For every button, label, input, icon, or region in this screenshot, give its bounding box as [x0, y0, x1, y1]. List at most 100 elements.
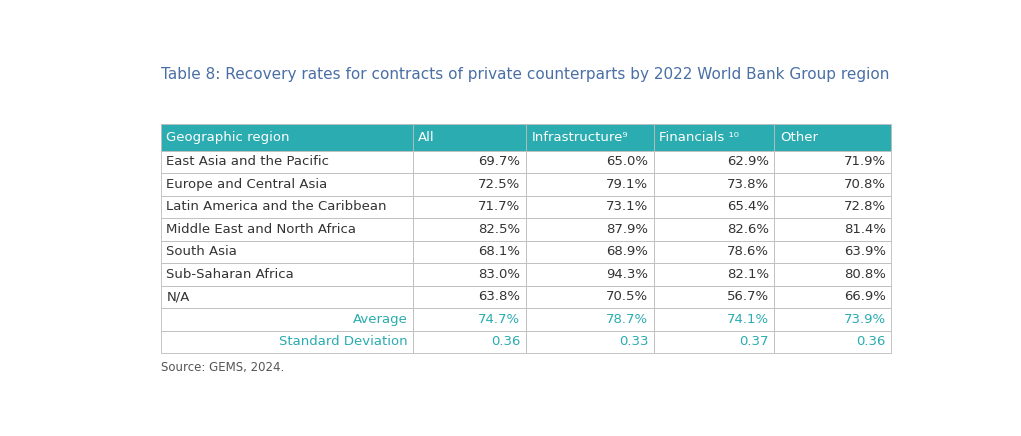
- Text: 0.33: 0.33: [619, 335, 648, 348]
- Bar: [161, 196, 412, 218]
- Bar: [653, 125, 774, 151]
- Text: 83.0%: 83.0%: [479, 268, 521, 281]
- Bar: [412, 125, 526, 151]
- Bar: [412, 308, 526, 330]
- Text: South Asia: South Asia: [166, 245, 237, 259]
- Bar: [161, 330, 412, 353]
- Text: 82.5%: 82.5%: [479, 223, 521, 236]
- Text: Table 8: Recovery rates for contracts of private counterparts by 2022 World Bank: Table 8: Recovery rates for contracts of…: [161, 67, 889, 82]
- Text: 70.5%: 70.5%: [606, 290, 648, 303]
- Text: Sub-Saharan Africa: Sub-Saharan Africa: [166, 268, 294, 281]
- Bar: [653, 241, 774, 263]
- Text: All: All: [419, 131, 435, 144]
- Bar: [161, 173, 412, 196]
- Text: 82.1%: 82.1%: [727, 268, 769, 281]
- Text: 63.9%: 63.9%: [843, 245, 885, 259]
- Text: Middle East and North Africa: Middle East and North Africa: [166, 223, 356, 236]
- Bar: [653, 218, 774, 241]
- Bar: [161, 263, 412, 286]
- Bar: [161, 308, 412, 330]
- Text: 73.8%: 73.8%: [727, 178, 769, 191]
- Text: 80.8%: 80.8%: [843, 268, 885, 281]
- Bar: [161, 286, 412, 308]
- Bar: [526, 286, 653, 308]
- Bar: [526, 263, 653, 286]
- Bar: [774, 151, 891, 173]
- Bar: [526, 218, 653, 241]
- Text: 70.8%: 70.8%: [843, 178, 885, 191]
- Bar: [653, 173, 774, 196]
- Bar: [412, 241, 526, 263]
- Bar: [774, 218, 891, 241]
- Text: 82.6%: 82.6%: [727, 223, 769, 236]
- Text: Other: Other: [780, 131, 818, 144]
- Bar: [774, 330, 891, 353]
- Text: 63.8%: 63.8%: [479, 290, 521, 303]
- Bar: [653, 330, 774, 353]
- Text: 73.1%: 73.1%: [606, 201, 648, 213]
- Bar: [161, 241, 412, 263]
- Bar: [653, 263, 774, 286]
- Text: 66.9%: 66.9%: [843, 290, 885, 303]
- Bar: [774, 241, 891, 263]
- Bar: [526, 125, 653, 151]
- Text: 72.5%: 72.5%: [478, 178, 521, 191]
- Text: 62.9%: 62.9%: [727, 155, 769, 168]
- Bar: [653, 286, 774, 308]
- Bar: [653, 308, 774, 330]
- Bar: [653, 151, 774, 173]
- Text: 56.7%: 56.7%: [727, 290, 769, 303]
- Bar: [412, 218, 526, 241]
- Text: 65.4%: 65.4%: [727, 201, 769, 213]
- Text: 0.37: 0.37: [739, 335, 769, 348]
- Text: 78.7%: 78.7%: [606, 313, 648, 326]
- Text: 72.8%: 72.8%: [843, 201, 885, 213]
- Bar: [412, 286, 526, 308]
- Text: 0.36: 0.36: [857, 335, 885, 348]
- Text: Standard Deviation: Standard Deviation: [279, 335, 407, 348]
- Bar: [412, 196, 526, 218]
- Bar: [774, 286, 891, 308]
- Text: 79.1%: 79.1%: [606, 178, 648, 191]
- Text: Latin America and the Caribbean: Latin America and the Caribbean: [166, 201, 387, 213]
- Text: 94.3%: 94.3%: [606, 268, 648, 281]
- Text: Average: Average: [352, 313, 407, 326]
- Bar: [526, 173, 653, 196]
- Text: 0.36: 0.36: [491, 335, 521, 348]
- Text: Europe and Central Asia: Europe and Central Asia: [166, 178, 328, 191]
- Bar: [161, 151, 412, 173]
- Text: N/A: N/A: [166, 290, 190, 303]
- Bar: [526, 241, 653, 263]
- Text: 74.1%: 74.1%: [727, 313, 769, 326]
- Bar: [774, 196, 891, 218]
- Text: 73.9%: 73.9%: [843, 313, 885, 326]
- Text: 65.0%: 65.0%: [606, 155, 648, 168]
- Bar: [412, 330, 526, 353]
- Bar: [653, 196, 774, 218]
- Text: 68.1%: 68.1%: [479, 245, 521, 259]
- Bar: [774, 125, 891, 151]
- Text: Infrastructure⁹: Infrastructure⁹: [532, 131, 628, 144]
- Text: 78.6%: 78.6%: [727, 245, 769, 259]
- Text: Geographic region: Geographic region: [166, 131, 290, 144]
- Text: 74.7%: 74.7%: [479, 313, 521, 326]
- Bar: [412, 263, 526, 286]
- Bar: [526, 308, 653, 330]
- Text: 69.7%: 69.7%: [479, 155, 521, 168]
- Bar: [774, 173, 891, 196]
- Text: Financials ¹⁰: Financials ¹⁰: [660, 131, 739, 144]
- Bar: [774, 263, 891, 286]
- Bar: [526, 196, 653, 218]
- Bar: [412, 173, 526, 196]
- Bar: [412, 151, 526, 173]
- Bar: [161, 218, 412, 241]
- Text: 71.7%: 71.7%: [478, 201, 521, 213]
- Text: 68.9%: 68.9%: [606, 245, 648, 259]
- Text: 87.9%: 87.9%: [606, 223, 648, 236]
- Text: East Asia and the Pacific: East Asia and the Pacific: [166, 155, 330, 168]
- Text: 71.9%: 71.9%: [843, 155, 885, 168]
- Bar: [774, 308, 891, 330]
- Bar: [526, 330, 653, 353]
- Bar: [526, 151, 653, 173]
- Bar: [161, 125, 412, 151]
